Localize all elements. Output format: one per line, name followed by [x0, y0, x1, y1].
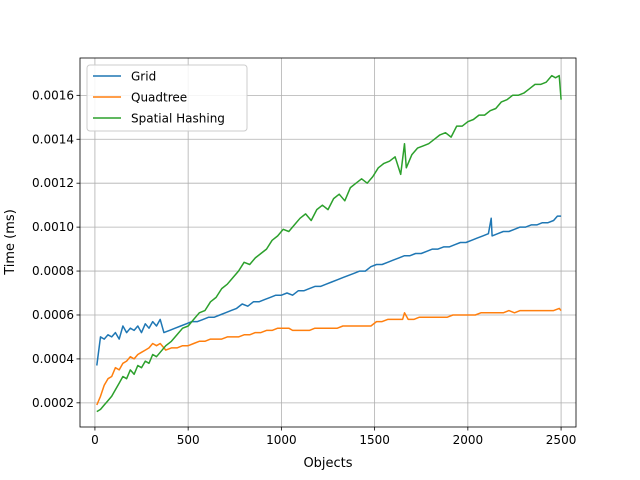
x-axis-ticks: 0 500 1000 1500 2000 2500 [91, 427, 576, 447]
y-axis-ticks: 0.0002 0.0004 0.0006 0.0008 0.0010 0.0012 0.00… [32, 88, 80, 410]
y-tick-label: 0.0010 [32, 220, 74, 234]
series-line-0 [96, 215, 562, 366]
y-tick-label: 0.0006 [32, 308, 74, 322]
series-group [96, 74, 562, 413]
plot-frame [79, 57, 577, 428]
y-tick-label: 0.0008 [32, 264, 74, 278]
x-tick-label: 1000 [266, 433, 297, 447]
series-line-1 [96, 307, 562, 406]
y-tick-label: 0.0004 [32, 352, 74, 366]
x-tick-label: 1500 [359, 433, 390, 447]
x-tick-label: 500 [177, 433, 200, 447]
legend-label-2: Spatial Hashing [131, 112, 225, 126]
legend-box [86, 64, 248, 132]
y-tick-label: 0.0014 [32, 132, 74, 146]
x-tick-label: 2000 [453, 433, 484, 447]
y-tick-label: 0.0002 [32, 396, 74, 410]
y-axis-label: Time (ms) [3, 209, 18, 276]
y-tick-label: 0.0016 [32, 88, 74, 102]
legend: Grid Quadtree Spatial Hashing [86, 64, 248, 132]
legend-label-0: Grid [131, 70, 156, 84]
y-tick-label: 0.0012 [32, 176, 74, 190]
legend-label-1: Quadtree [131, 91, 187, 105]
x-axis-label: Objects [303, 456, 352, 471]
x-tick-label: 0 [91, 433, 99, 447]
series-line-2 [96, 74, 562, 413]
x-tick-label: 2500 [546, 433, 577, 447]
grid [80, 58, 576, 427]
